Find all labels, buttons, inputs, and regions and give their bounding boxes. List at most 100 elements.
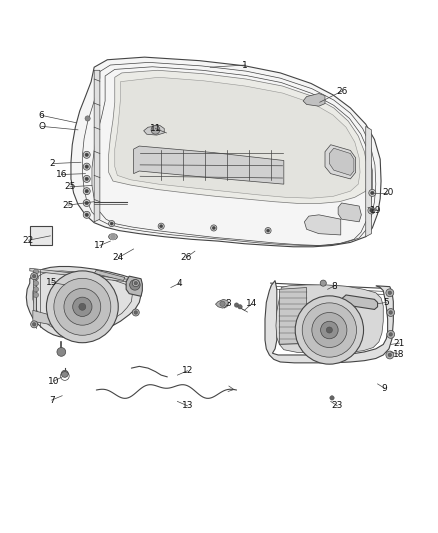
Circle shape (368, 207, 375, 214)
Text: 17: 17 (94, 241, 106, 250)
Circle shape (159, 225, 162, 228)
Polygon shape (303, 93, 325, 106)
Polygon shape (30, 226, 52, 246)
Circle shape (31, 321, 38, 328)
Polygon shape (30, 268, 139, 283)
Circle shape (132, 309, 139, 316)
Circle shape (387, 309, 395, 317)
Circle shape (57, 348, 66, 356)
Polygon shape (304, 215, 341, 235)
Circle shape (321, 321, 338, 339)
Polygon shape (343, 295, 378, 310)
Text: 21: 21 (394, 338, 405, 348)
Polygon shape (215, 300, 229, 308)
Polygon shape (94, 70, 100, 222)
Text: 10: 10 (48, 377, 59, 386)
Circle shape (85, 189, 88, 193)
Circle shape (85, 201, 88, 205)
Circle shape (312, 312, 347, 348)
Circle shape (85, 116, 90, 121)
Circle shape (130, 280, 140, 290)
Circle shape (54, 278, 111, 335)
Text: 11: 11 (150, 124, 161, 133)
Polygon shape (115, 77, 360, 198)
Circle shape (85, 177, 88, 181)
Polygon shape (94, 270, 125, 280)
Circle shape (295, 296, 364, 364)
Circle shape (85, 153, 88, 157)
Circle shape (220, 301, 225, 306)
Circle shape (33, 287, 39, 292)
Text: 14: 14 (246, 299, 258, 308)
Text: 15: 15 (46, 278, 57, 287)
Text: 16: 16 (56, 170, 67, 179)
Polygon shape (134, 146, 284, 184)
Polygon shape (126, 276, 142, 296)
Circle shape (326, 327, 332, 333)
Circle shape (79, 303, 86, 310)
Polygon shape (279, 287, 307, 344)
Polygon shape (338, 203, 361, 222)
Text: 23: 23 (332, 401, 343, 410)
Text: 4: 4 (177, 279, 182, 288)
Circle shape (265, 228, 271, 233)
Circle shape (85, 165, 88, 168)
Circle shape (85, 213, 88, 216)
Circle shape (302, 303, 357, 357)
Circle shape (388, 353, 392, 357)
Circle shape (212, 227, 215, 230)
Circle shape (320, 280, 326, 286)
Circle shape (369, 189, 376, 197)
Polygon shape (33, 310, 55, 324)
Text: 8: 8 (331, 282, 337, 290)
Circle shape (266, 229, 269, 232)
Circle shape (110, 222, 113, 225)
Circle shape (33, 292, 39, 297)
Circle shape (61, 370, 68, 377)
Text: 13: 13 (182, 401, 193, 410)
Text: 26: 26 (180, 253, 192, 262)
Circle shape (388, 291, 392, 295)
Text: 6: 6 (39, 111, 45, 120)
Polygon shape (33, 271, 36, 319)
Text: 7: 7 (49, 395, 55, 405)
Polygon shape (109, 70, 368, 204)
Polygon shape (276, 285, 383, 353)
Circle shape (387, 330, 395, 338)
Polygon shape (325, 145, 356, 179)
Circle shape (134, 311, 138, 314)
Circle shape (371, 191, 374, 195)
Circle shape (389, 333, 392, 336)
Polygon shape (26, 266, 141, 337)
Circle shape (33, 269, 39, 274)
Text: 19: 19 (370, 206, 381, 215)
Text: O: O (38, 122, 45, 131)
Circle shape (234, 303, 239, 307)
Text: 20: 20 (382, 189, 393, 197)
Circle shape (238, 304, 242, 309)
Circle shape (83, 175, 90, 182)
Circle shape (83, 151, 90, 158)
Circle shape (83, 199, 90, 206)
Text: 5: 5 (383, 298, 389, 307)
Circle shape (83, 211, 90, 219)
Circle shape (83, 163, 90, 170)
Ellipse shape (109, 233, 117, 240)
Circle shape (330, 395, 334, 400)
Circle shape (33, 280, 39, 286)
Circle shape (386, 351, 394, 359)
Polygon shape (144, 125, 164, 135)
Text: 3: 3 (225, 299, 231, 308)
Polygon shape (265, 280, 393, 363)
Text: 24: 24 (113, 253, 124, 262)
Polygon shape (71, 57, 381, 247)
Circle shape (389, 311, 392, 314)
Circle shape (151, 125, 160, 134)
Polygon shape (366, 126, 371, 237)
Text: 18: 18 (393, 350, 404, 359)
Circle shape (134, 281, 138, 285)
Circle shape (109, 221, 115, 227)
Circle shape (132, 280, 139, 287)
Ellipse shape (84, 116, 92, 121)
Circle shape (32, 274, 36, 278)
